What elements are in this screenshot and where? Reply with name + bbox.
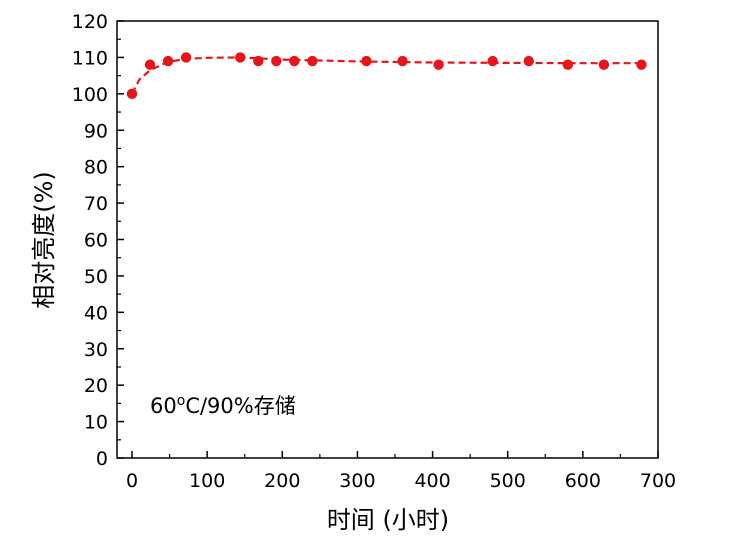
data-point (636, 59, 647, 70)
data-point (397, 55, 408, 67)
data-point (144, 59, 156, 70)
x-tick-label: 0 (126, 470, 138, 492)
data-point (433, 59, 444, 70)
series-layer (126, 52, 647, 100)
y-axis-title: 相对亮度(%) (30, 171, 58, 309)
y-tick-label: 70 (84, 193, 108, 215)
x-tick-label: 100 (189, 470, 225, 492)
data-point (487, 55, 498, 67)
data-point (162, 55, 174, 67)
y-axis-ticks: 0 10 20 30 40 50 60 70 80 90 100 110 120 (72, 11, 124, 470)
y-tick-label: 30 (84, 339, 108, 361)
annotation-condition: C/90%存储 (185, 394, 295, 418)
x-tick-label: 300 (339, 470, 375, 492)
x-tick-label: 200 (264, 470, 300, 492)
x-axis-title: 时间 (小时) (327, 506, 449, 534)
data-point (126, 88, 138, 100)
x-tick-label: 700 (640, 470, 676, 492)
y-tick-label: 90 (84, 120, 108, 142)
y-tick-label: 60 (84, 230, 108, 252)
y-tick-label: 120 (72, 11, 108, 33)
x-tick-label: 400 (414, 470, 450, 492)
data-point (598, 59, 610, 70)
data-point (289, 55, 300, 67)
y-tick-label: 50 (84, 266, 108, 288)
x-tick-label: 500 (490, 470, 526, 492)
y-tick-label: 40 (84, 302, 108, 324)
data-point (562, 59, 574, 70)
data-point (361, 55, 372, 67)
y-tick-label: 10 (84, 412, 108, 434)
y-tick-label: 0 (96, 448, 108, 470)
data-point (271, 55, 282, 67)
x-tick-label: 600 (565, 470, 601, 492)
x-axis-ticks: 0 100 200 300 400 500 600 700 (126, 451, 676, 492)
data-point (253, 55, 264, 67)
annotation-degree-mark: o (177, 393, 186, 409)
annotation-temperature: 60 (150, 394, 177, 418)
y-tick-label: 20 (84, 375, 108, 397)
data-point (523, 55, 534, 67)
data-point (235, 52, 246, 63)
plot-frame (116, 20, 659, 459)
condition-annotation: 60oC/90%存储 (150, 393, 296, 418)
y-tick-label: 80 (84, 157, 108, 179)
data-point (180, 52, 192, 63)
y-tick-label: 100 (72, 84, 108, 106)
data-point (307, 55, 318, 67)
y-tick-label: 110 (72, 47, 108, 69)
